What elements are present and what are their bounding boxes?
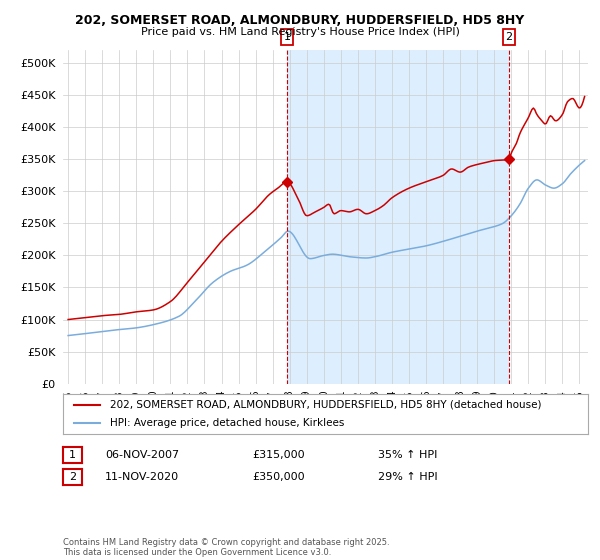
Text: 35% ↑ HPI: 35% ↑ HPI [378, 450, 437, 460]
Text: Price paid vs. HM Land Registry's House Price Index (HPI): Price paid vs. HM Land Registry's House … [140, 27, 460, 37]
Text: 2: 2 [505, 32, 512, 42]
Text: 1: 1 [69, 450, 76, 460]
Text: 29% ↑ HPI: 29% ↑ HPI [378, 472, 437, 482]
Text: 06-NOV-2007: 06-NOV-2007 [105, 450, 179, 460]
Text: 1: 1 [284, 32, 290, 42]
Text: 202, SOMERSET ROAD, ALMONDBURY, HUDDERSFIELD, HD5 8HY (detached house): 202, SOMERSET ROAD, ALMONDBURY, HUDDERSF… [110, 400, 542, 410]
Text: £350,000: £350,000 [252, 472, 305, 482]
Text: 202, SOMERSET ROAD, ALMONDBURY, HUDDERSFIELD, HD5 8HY: 202, SOMERSET ROAD, ALMONDBURY, HUDDERSF… [76, 14, 524, 27]
Text: Contains HM Land Registry data © Crown copyright and database right 2025.
This d: Contains HM Land Registry data © Crown c… [63, 538, 389, 557]
Text: HPI: Average price, detached house, Kirklees: HPI: Average price, detached house, Kirk… [110, 418, 344, 428]
Text: 11-NOV-2020: 11-NOV-2020 [105, 472, 179, 482]
Bar [287, 50, 509, 384]
Text: £315,000: £315,000 [252, 450, 305, 460]
Text: 2: 2 [69, 472, 76, 482]
